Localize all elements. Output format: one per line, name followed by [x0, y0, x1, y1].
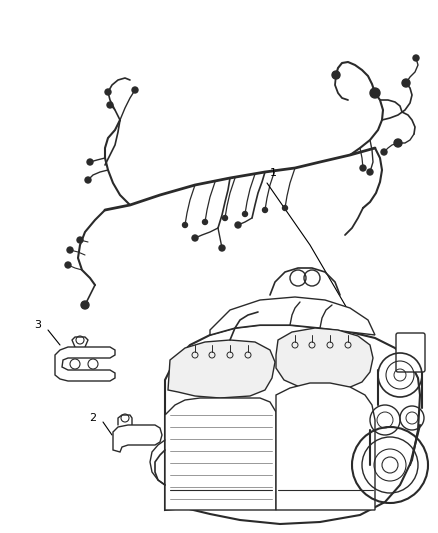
Circle shape [107, 102, 113, 108]
Circle shape [81, 301, 89, 309]
Circle shape [87, 159, 93, 165]
Polygon shape [276, 383, 375, 510]
Polygon shape [276, 328, 373, 390]
Circle shape [67, 247, 73, 253]
Circle shape [65, 262, 71, 268]
Circle shape [183, 222, 187, 228]
Circle shape [132, 87, 138, 93]
Circle shape [243, 212, 247, 216]
Circle shape [332, 71, 340, 79]
Circle shape [219, 245, 225, 251]
Circle shape [262, 207, 268, 213]
Circle shape [192, 235, 198, 241]
Circle shape [360, 165, 366, 171]
Polygon shape [210, 297, 375, 335]
Text: 2: 2 [89, 413, 96, 423]
Polygon shape [113, 425, 162, 452]
Polygon shape [168, 340, 275, 398]
Circle shape [413, 55, 419, 61]
Circle shape [402, 79, 410, 87]
Circle shape [223, 215, 227, 221]
FancyBboxPatch shape [396, 333, 425, 372]
Circle shape [394, 139, 402, 147]
Polygon shape [165, 398, 276, 510]
Circle shape [77, 237, 83, 243]
Circle shape [235, 222, 241, 228]
Circle shape [367, 169, 373, 175]
Circle shape [381, 149, 387, 155]
Circle shape [85, 177, 91, 183]
Text: 1: 1 [270, 168, 277, 178]
Text: 3: 3 [35, 320, 42, 330]
Circle shape [370, 88, 380, 98]
Circle shape [283, 206, 287, 211]
Polygon shape [55, 347, 115, 381]
Circle shape [202, 220, 208, 224]
Circle shape [105, 89, 111, 95]
Polygon shape [165, 325, 420, 524]
